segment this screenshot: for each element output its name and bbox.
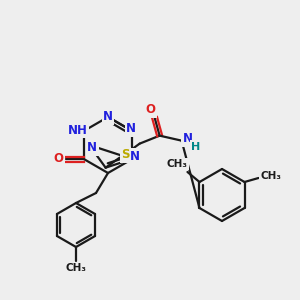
Text: N: N	[87, 142, 97, 154]
Text: CH₃: CH₃	[65, 263, 86, 273]
Text: CH₃: CH₃	[260, 171, 281, 181]
Text: N: N	[130, 149, 140, 163]
Text: N: N	[103, 110, 113, 124]
Text: N: N	[183, 132, 193, 145]
Text: S: S	[122, 148, 130, 161]
Text: O: O	[146, 103, 156, 116]
Text: CH₃: CH₃	[167, 159, 188, 169]
Text: O: O	[54, 152, 64, 166]
Text: N: N	[126, 122, 136, 136]
Text: H: H	[191, 142, 200, 152]
Text: NH: NH	[68, 124, 88, 136]
